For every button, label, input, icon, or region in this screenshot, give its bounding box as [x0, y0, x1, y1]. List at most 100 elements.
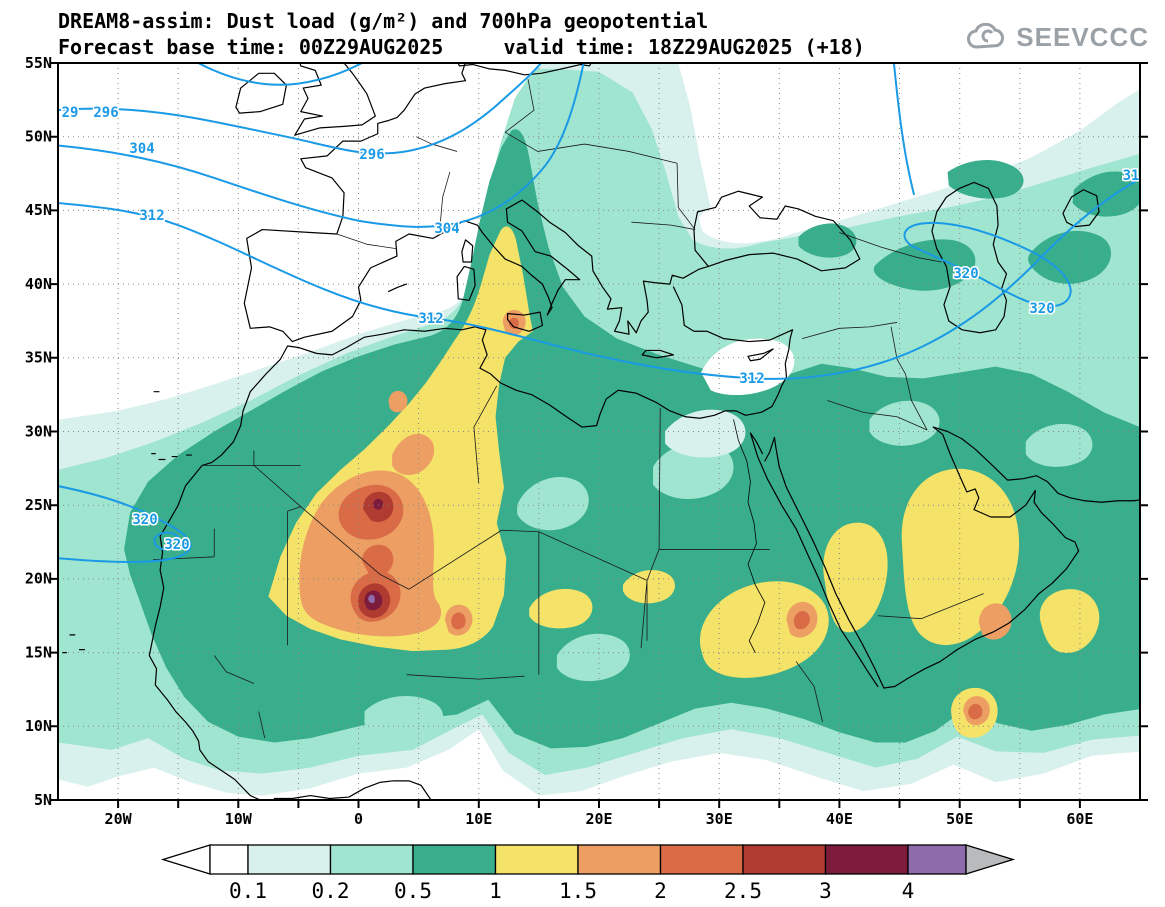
- colorbar-label: 0.2: [312, 879, 350, 903]
- dust-1-15-right-edge: [1039, 589, 1100, 653]
- dust-hole-ne-egypt: [665, 409, 746, 458]
- borders-africa: [153, 386, 823, 738]
- lat-tick-label: 5N: [34, 791, 52, 809]
- coastline-redsea: [750, 433, 883, 688]
- dust-15-2-tongue: [392, 433, 435, 476]
- dust-15-2-north-algeria: [388, 390, 408, 413]
- map-lines: [58, 59, 1144, 803]
- contour-label: 312: [739, 371, 764, 387]
- white-hole-blacksea: [698, 197, 784, 244]
- lat-tick-label: 35N: [25, 349, 52, 367]
- contour-label: 304: [434, 221, 459, 237]
- lat-tick-label: 20N: [25, 570, 52, 588]
- coastline-islands: [63, 240, 774, 653]
- contour-label: 320: [164, 537, 189, 553]
- colorbar-label: 0.5: [394, 879, 432, 903]
- dust-gt4-dot: [368, 594, 375, 604]
- geopotential-labels: 29 296 304 312 296 304 312 312 31 320 32…: [60, 104, 1140, 555]
- dust-shading: [58, 63, 1140, 796]
- contour-320-east-low: [893, 59, 1070, 307]
- contour-label: 320: [132, 512, 157, 528]
- dust-05-1-east-caspian: [1028, 230, 1112, 284]
- lat-tick-label: 30N: [25, 422, 52, 440]
- dust-hole-se-arabia: [1025, 423, 1093, 467]
- dust-2-25-bridge: [362, 544, 394, 577]
- colorbar-segment-lt-01: [209, 844, 249, 875]
- colorbar-label: 1.5: [559, 879, 597, 903]
- dust-hole-iraq: [869, 400, 940, 446]
- colorbar-arrow-right: [965, 844, 1016, 875]
- contour-312: [58, 176, 1144, 378]
- lat-tick-label: 25N: [25, 496, 52, 514]
- contour-label: 304: [129, 141, 154, 157]
- dust-hole-chad: [556, 633, 630, 682]
- coastline-turkey-africa: [149, 287, 792, 803]
- contour-320-west: [58, 486, 191, 562]
- geopotential-contours: [58, 59, 1144, 562]
- colorbar-segment-01-02: [247, 844, 332, 875]
- colorbar: [160, 844, 1016, 875]
- seevccc-logo: SEEVCCC: [964, 22, 1149, 53]
- nile-river: [734, 420, 765, 653]
- colorbar-segment-02-05: [329, 844, 414, 875]
- lon-tick-label: 0: [354, 810, 363, 828]
- lat-tick-label: 55N: [25, 54, 52, 72]
- coastline-caspian-aral: [932, 182, 1099, 332]
- contour-label: 320: [953, 266, 978, 282]
- colorbar-segment-gt4: [907, 844, 967, 875]
- lat-tick-label: 40N: [25, 275, 52, 293]
- longitude-axis: 20W 10W 0 10E 20E 30E 40E 50E 60E: [105, 810, 1094, 828]
- colorbar-label: 4: [902, 879, 915, 903]
- dust-05-1-north-caspian: [947, 160, 1024, 199]
- colorbar-segment-15-2: [577, 844, 662, 875]
- contour-304: [58, 59, 585, 227]
- lon-tick-label: 20W: [105, 810, 133, 828]
- dust-hole-libya: [517, 476, 589, 531]
- country-borders: [153, 79, 984, 738]
- contour-label: 296: [359, 147, 384, 163]
- lat-tick-label: 15N: [25, 643, 52, 661]
- colorbar-label: 1: [489, 879, 502, 903]
- dust-1-15-niger-east: [529, 588, 593, 629]
- colorbar-label: 3: [819, 879, 832, 903]
- contour-296: [58, 59, 545, 154]
- coastline-uk-ireland: [236, 59, 375, 136]
- contour-label: 312: [139, 208, 164, 224]
- chart-title: DREAM8-assim: Dust load (g/m²) and 700hP…: [58, 9, 709, 33]
- contour-label: 320: [1029, 301, 1054, 317]
- axis-ticks: [50, 62, 1148, 808]
- map-clip-group: 29 296 304 312 296 304 312 312 31 320 32…: [58, 59, 1144, 803]
- dust-2-25-niger: [451, 612, 466, 630]
- lon-tick-label: 50E: [946, 810, 973, 828]
- contour-label: 31: [1123, 168, 1140, 184]
- cloud-swirl: [981, 29, 994, 42]
- lat-tick-label: 50N: [25, 128, 52, 146]
- colorbar-label: 2.5: [724, 879, 762, 903]
- colorbar-label: 0.1: [229, 879, 267, 903]
- lon-tick-label: 40E: [826, 810, 853, 828]
- dust-15-2-arabia: [978, 603, 1012, 640]
- contour-label: 296: [93, 105, 118, 121]
- dust-1-15-west-saudi: [823, 522, 888, 633]
- dust-05-1-east-blacksea: [798, 223, 857, 258]
- coastlines: [63, 59, 1144, 803]
- dust-2-25-sudan: [793, 611, 810, 630]
- contour-label: 312: [418, 311, 443, 327]
- lon-tick-label: 60E: [1066, 810, 1093, 828]
- lat-tick-label: 45N: [25, 201, 52, 219]
- dust-1-15-chad-east: [622, 569, 675, 604]
- chart-subtitle: Forecast base time: 00Z29AUG2025 valid t…: [58, 35, 865, 59]
- colorbar-segment-3-4: [824, 844, 909, 875]
- dust-05-1-ne-corner: [1072, 171, 1140, 217]
- cloud-logo-icon: [967, 22, 1005, 48]
- title-block: DREAM8-assim: Dust load (g/m²) and 700hP…: [58, 8, 865, 60]
- colorbar-segment-2-25: [659, 844, 744, 875]
- colorbar-labels: 0.1 0.2 0.5 1 1.5 2 2.5 3 4: [229, 879, 914, 903]
- lon-tick-label: 20E: [585, 810, 612, 828]
- lon-tick-label: 10W: [225, 810, 253, 828]
- dust-1-15-east-arabia: [901, 468, 1020, 646]
- white-hole-east-med: [701, 338, 795, 396]
- lat-tick-label: 10N: [25, 717, 52, 735]
- latitude-axis: 55N 50N 45N 40N 35N 30N 25N 20N 15N 10N …: [25, 54, 52, 809]
